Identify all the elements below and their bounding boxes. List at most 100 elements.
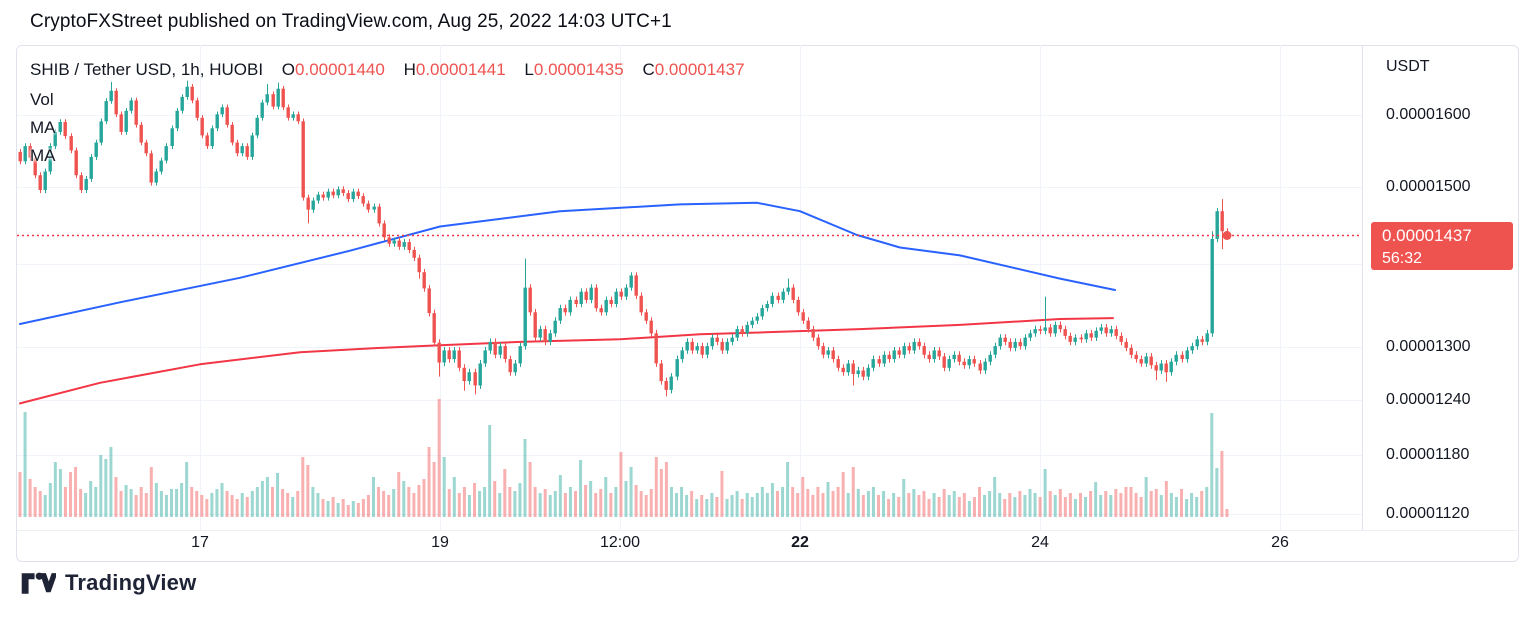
candle-body — [114, 90, 118, 115]
volume-bar — [710, 493, 714, 517]
candle-body — [816, 337, 820, 347]
volume-bar — [407, 487, 411, 517]
candle-body — [74, 150, 78, 176]
volume-bar — [372, 477, 375, 517]
candle-body — [770, 295, 774, 304]
price-axis[interactable]: 0.00001600 0.00001500 0.00001300 0.00001240… — [1363, 45, 1517, 530]
candle-body — [18, 151, 22, 162]
candle-body — [1190, 346, 1194, 351]
candle-body — [796, 299, 800, 313]
candle-body — [361, 196, 365, 204]
candle-body — [851, 363, 855, 374]
candle-body — [563, 308, 567, 313]
candle-body — [109, 90, 113, 102]
volume-bar — [528, 462, 532, 517]
candle-body — [402, 242, 406, 247]
volume-bar — [740, 499, 744, 517]
candle-body — [437, 342, 441, 363]
volume-bar — [932, 493, 936, 517]
volume-bar — [498, 493, 502, 517]
volume-bar — [937, 497, 941, 517]
candle-body — [1053, 324, 1057, 334]
volume-bar — [922, 491, 926, 517]
volume-bar — [639, 491, 643, 517]
volume-bar — [1134, 493, 1138, 517]
candle-body — [321, 194, 325, 198]
candle-body — [43, 171, 47, 190]
price-axis-label: 0.00001120 — [1386, 504, 1470, 522]
time-axis-label: 22 — [791, 534, 809, 551]
volume-bar — [1018, 491, 1022, 517]
volume-bar — [1114, 489, 1118, 517]
time-axis[interactable]: 17 19 12:00 22 24 26 — [16, 530, 1362, 560]
volume-bar — [311, 487, 315, 517]
candle-body — [614, 291, 618, 304]
volume-bar — [124, 485, 128, 517]
volume-bar — [84, 493, 88, 517]
candle-body — [271, 94, 275, 107]
candle-body — [190, 86, 194, 101]
candle-body — [543, 329, 547, 342]
volume-bar — [654, 457, 658, 517]
volume-bar — [331, 497, 335, 517]
volume-bar — [43, 495, 47, 517]
candle-body — [942, 356, 946, 368]
candle-body — [922, 346, 926, 355]
candle-body — [548, 333, 552, 342]
candle-body — [730, 337, 734, 342]
candle-body — [1023, 337, 1027, 347]
volume-bar — [513, 491, 517, 517]
candle-body — [685, 341, 689, 351]
candle-body — [1205, 333, 1209, 342]
volume-bar — [1043, 469, 1047, 517]
candle-body — [624, 287, 628, 297]
volume-bar — [1180, 489, 1183, 517]
volume-bar — [897, 497, 901, 517]
candle-body — [195, 100, 199, 118]
volume-bar — [619, 452, 623, 517]
candle-body — [1169, 361, 1173, 373]
volume-bar — [114, 477, 118, 517]
volume-bar — [770, 483, 774, 517]
candle-body — [185, 86, 189, 97]
candle-body — [1089, 333, 1093, 338]
volume-bar — [276, 473, 280, 517]
volume-bar — [1023, 495, 1027, 517]
volume-bar — [1038, 497, 1042, 517]
candle-body — [1164, 363, 1168, 373]
volume-bar — [447, 489, 451, 517]
volume-bar — [675, 493, 678, 517]
volume-bar — [235, 499, 239, 517]
candle-body — [392, 240, 396, 244]
volume-bar — [48, 483, 52, 517]
volume-bar — [452, 477, 456, 517]
volume-bar — [644, 495, 648, 517]
volume-bar — [457, 493, 461, 517]
candle-body — [94, 142, 98, 157]
candle-body — [104, 101, 108, 122]
volume-bar — [53, 462, 57, 517]
volume-bar — [579, 460, 583, 517]
candle-body — [574, 299, 578, 304]
volume-bar — [553, 491, 557, 517]
volume-bar — [402, 481, 406, 517]
candle-body — [245, 146, 249, 157]
candle-body — [882, 354, 886, 364]
candle-body — [346, 193, 350, 200]
volume-bar — [1003, 499, 1007, 517]
volume-bar — [250, 491, 254, 517]
volume-bar — [1013, 497, 1017, 517]
volume-bar — [594, 493, 598, 517]
candle-body — [700, 346, 704, 355]
candle-body — [1114, 329, 1118, 336]
candle-body — [230, 124, 234, 143]
volume-bar — [432, 462, 436, 517]
volume-bar — [99, 455, 103, 517]
candle-body — [715, 337, 719, 342]
open-label: O — [281, 60, 296, 79]
legend-ma2-label: MA — [30, 146, 56, 165]
tradingview-logo[interactable]: TradingView — [20, 570, 196, 596]
volume-bar — [240, 493, 244, 517]
volume-bar — [967, 501, 971, 517]
